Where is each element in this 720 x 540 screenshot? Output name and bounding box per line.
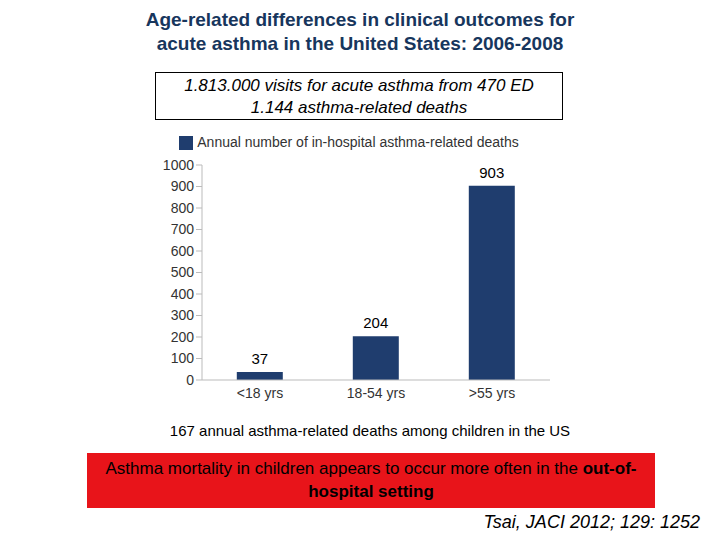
- svg-text:<18 yrs: <18 yrs: [237, 385, 283, 401]
- html-text:acute asthma in the United Sta: acute asthma in the United States: 2006-…: [156, 33, 564, 54]
- svg-text:204: 204: [363, 314, 388, 331]
- html-text:Age-related differences in cli: Age-related differences in clinical outc…: [145, 9, 575, 30]
- html-text:1.813.000 visits for acute ast: 1.813.000 visits for acute asthma from 4…: [184, 76, 534, 95]
- html-text:Asthma mortality in children a: Asthma mortality in children appears to …: [105, 459, 637, 501]
- svg-text:400: 400: [171, 286, 195, 302]
- svg-text:600: 600: [171, 243, 195, 259]
- svg-text:>55 yrs: >55 yrs: [469, 385, 515, 401]
- svg-text:300: 300: [171, 307, 195, 323]
- svg-text:500: 500: [171, 264, 195, 280]
- svg-text:1000: 1000: [163, 157, 194, 173]
- html-text:Tsai, JACI 2012; 129: 1252: Tsai, JACI 2012; 129: 1252: [483, 512, 700, 532]
- html-text:Annual number of in-hospital a: Annual number of in-hospital asthma-rela…: [197, 134, 519, 150]
- svg-text:700: 700: [171, 221, 195, 237]
- svg-text:0: 0: [186, 372, 194, 388]
- html-text:167 annual asthma-related deat: 167 annual asthma-related deaths among c…: [169, 422, 571, 439]
- svg-text:37: 37: [251, 350, 268, 367]
- svg-text:200: 200: [171, 329, 195, 345]
- svg-text:18-54 yrs: 18-54 yrs: [347, 385, 405, 401]
- svg-text:900: 900: [171, 178, 195, 194]
- html-text:1.144 asthma-related deaths: 1.144 asthma-related deaths: [250, 98, 468, 117]
- svg-text:100: 100: [171, 350, 195, 366]
- svg-text:800: 800: [171, 200, 195, 216]
- svg-text:903: 903: [479, 164, 504, 181]
